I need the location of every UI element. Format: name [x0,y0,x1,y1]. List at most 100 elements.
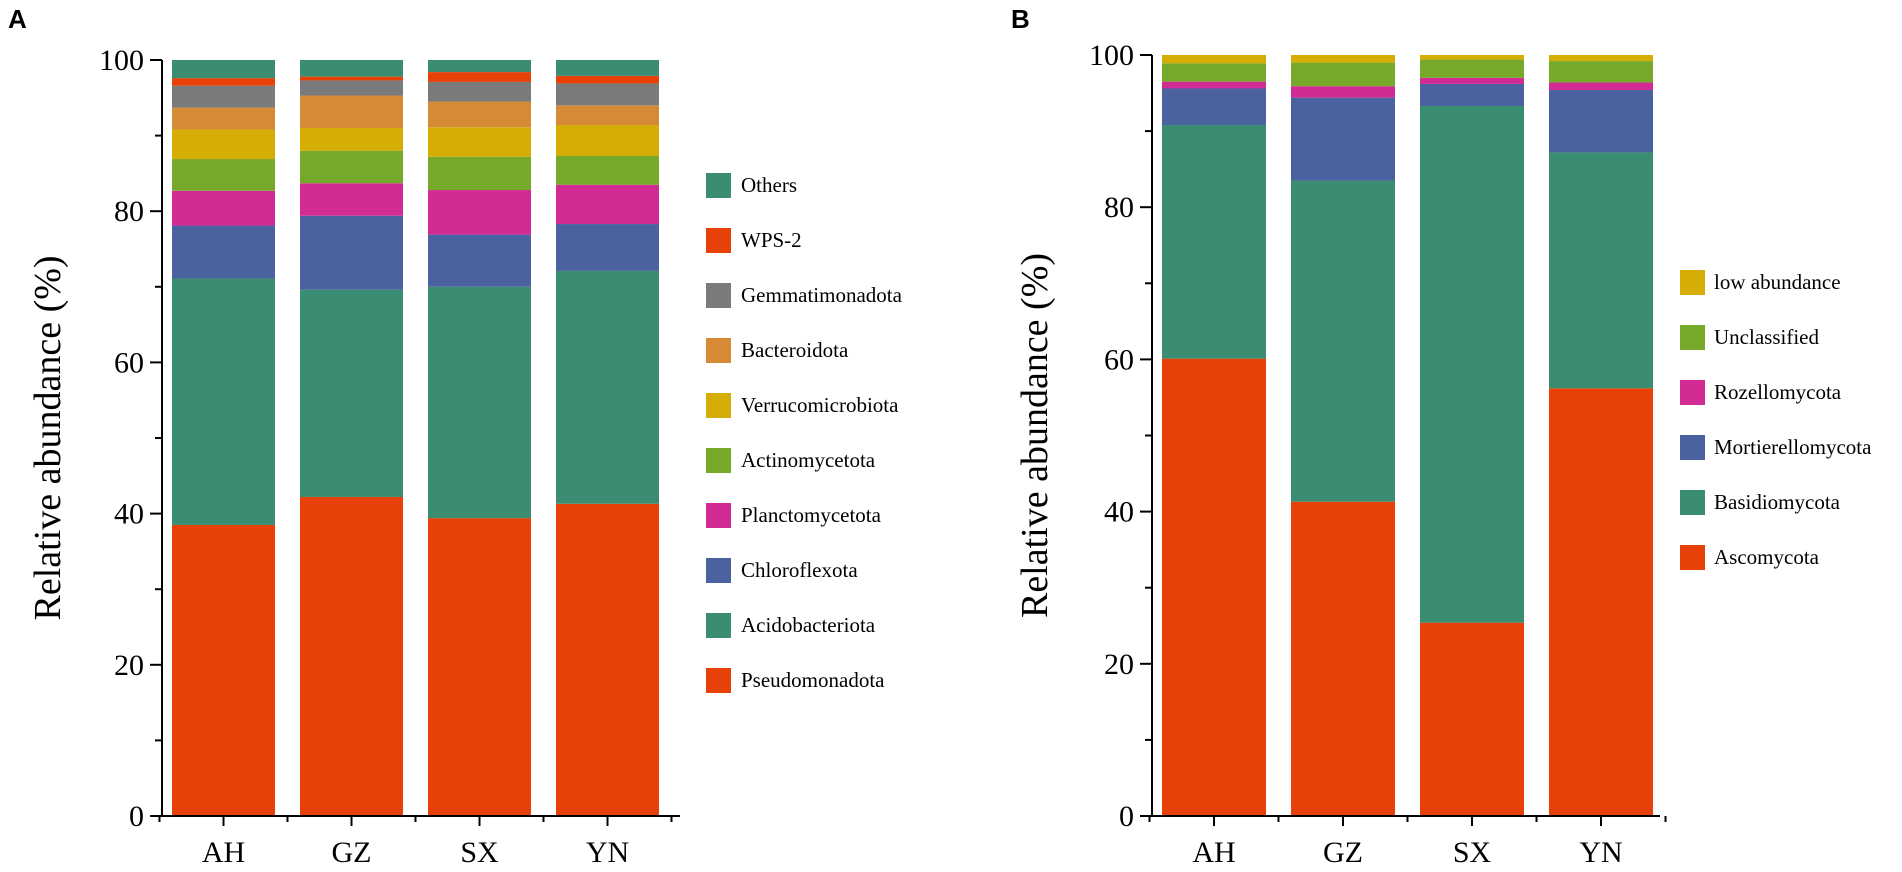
x-category-label: AH [1192,836,1235,869]
bar-ah-mortierellomycota [1162,88,1266,126]
legend-label-unclassified: Unclassified [1714,325,1819,349]
y-tick-label: 60 [114,346,144,379]
y-tick-label: 80 [1104,191,1134,224]
legend-label-chloroflexota: Chloroflexota [741,558,858,582]
legend-swatch-basidiomycota [1680,490,1705,515]
legend-label-mortierellomycota: Mortierellomycota [1714,435,1872,459]
chart-panel-b: B 0 20 40 60 80 100 AH GZ SX YN Relative abundance … [1011,4,1872,869]
chart-panel-a: A 0 20 40 60 80 100 AH GZ SX YN Relative abundance … [8,4,903,869]
bar-yn-actinomycetota [556,156,659,185]
bar-sx-pseudomonadota [428,518,531,816]
x-category-label: YN [1579,836,1622,869]
legend-swatch-chloroflexota [706,558,731,583]
y-tick-label: 60 [1104,343,1134,376]
bar-gz-wps-2 [300,76,403,81]
y-tick-label: 0 [129,800,144,833]
bar-sx-verrucomicrobiota [428,127,531,157]
bar-sx-actinomycetota [428,156,531,191]
bar-yn-planctomycetota [556,184,659,225]
bar-ah-wps-2 [172,78,275,86]
bar-yn-acidobacteriota [556,270,659,504]
bar-yn-bacteroidota [556,105,659,126]
bar-gz-others [300,60,403,77]
bar-gz-verrucomicrobiota [300,128,403,151]
x-category-label: AH [202,836,245,869]
legend-label-basidiomycota: Basidiomycota [1714,490,1841,514]
bar-ah-others [172,60,275,79]
bar-yn-rozellomycota [1549,82,1653,91]
legend-label-others: Others [741,173,797,197]
bar-sx-unclassified [1420,59,1524,78]
legend-swatch-unclassified [1680,325,1705,350]
legend-label-planctomycetota: Planctomycetota [741,503,882,527]
bar-gz-actinomycetota [300,150,403,184]
bar-gz-planctomycetota [300,183,403,216]
y-tick-label: 40 [114,498,144,531]
bar-ah-planctomycetota [172,190,275,226]
bar-sx-rozellomycota [1420,77,1524,84]
x-category-label: SX [460,836,499,869]
legend-swatch-acidobacteriota [706,613,731,638]
bar-sx-others [428,60,531,73]
bar-yn-mortierellomycota [1549,90,1653,153]
x-category-label: SX [1453,836,1492,869]
bar-ah-ascomycota [1162,358,1266,816]
bar-gz-basidiomycota [1291,180,1395,502]
bar-yn-chloroflexota [556,224,659,271]
legend-swatch-ascomycota [1680,545,1705,570]
bar-gz-low-abundance [1291,55,1395,63]
y-tick-label: 40 [1104,496,1134,529]
legend-label-verrucomicrobiota: Verrucomicrobiota [741,393,899,417]
x-category-label: GZ [332,836,372,869]
bar-gz-unclassified [1291,62,1395,87]
bar-ah-acidobacteriota [172,278,275,525]
bar-ah-verrucomicrobiota [172,129,275,160]
bar-sx-planctomycetota [428,190,531,235]
bar-ah-unclassified [1162,63,1266,82]
legend-label-acidobacteriota: Acidobacteriota [741,613,876,637]
bar-ah-basidiomycota [1162,125,1266,359]
bar-ah-actinomycetota [172,159,275,191]
y-tick-label: 80 [114,195,144,228]
bar-gz-mortierellomycota [1291,97,1395,181]
legend-swatch-planctomycetota [706,503,731,528]
legend-swatch-actinomycetota [706,448,731,473]
bar-ah-gemmatimonadota [172,85,275,108]
bar-yn-verrucomicrobiota [556,125,659,157]
bar-yn-wps-2 [556,75,659,84]
legend-label-gemmatimonadota: Gemmatimonadota [741,283,903,307]
y-axis-title: Relative abundance (%) [1014,253,1056,618]
bar-sx-wps-2 [428,72,531,82]
bar-yn-basidiomycota [1549,152,1653,389]
bar-yn-others [556,60,659,76]
bar-sx-acidobacteriota [428,286,531,519]
bar-gz-chloroflexota [300,215,403,290]
legend-label-pseudomonadota: Pseudomonadota [741,668,885,692]
bar-gz-acidobacteriota [300,289,403,497]
bar-sx-bacteroidota [428,101,531,128]
legend-label-wps-2: WPS-2 [741,228,802,252]
y-tick-label: 100 [99,44,144,77]
bar-sx-ascomycota [1420,622,1524,816]
y-tick-label: 0 [1119,800,1134,833]
bar-yn-unclassified [1549,61,1653,83]
bar-gz-bacteroidota [300,95,403,129]
legend-swatch-bacteroidota [706,338,731,363]
y-axis-title: Relative abundance (%) [27,255,69,620]
bar-sx-basidiomycota [1420,105,1524,623]
bar-ah-pseudomonadota [172,524,275,816]
bar-ah-rozellomycota [1162,81,1266,89]
legend-label-bacteroidota: Bacteroidota [741,338,849,362]
bar-sx-gemmatimonadota [428,81,531,102]
bar-yn-ascomycota [1549,388,1653,816]
legend-swatch-rozellomycota [1680,380,1705,405]
legend-swatch-verrucomicrobiota [706,393,731,418]
bar-gz-rozellomycota [1291,86,1395,98]
legend-swatch-others [706,173,731,198]
x-category-label: GZ [1323,836,1363,869]
legend-label-ascomycota: Ascomycota [1714,545,1820,569]
bar-ah-chloroflexota [172,225,275,279]
legend: Others WPS-2 Gemmatimonadota Bacteroidota Ve… [706,173,903,693]
y-tick-label: 100 [1089,39,1134,72]
